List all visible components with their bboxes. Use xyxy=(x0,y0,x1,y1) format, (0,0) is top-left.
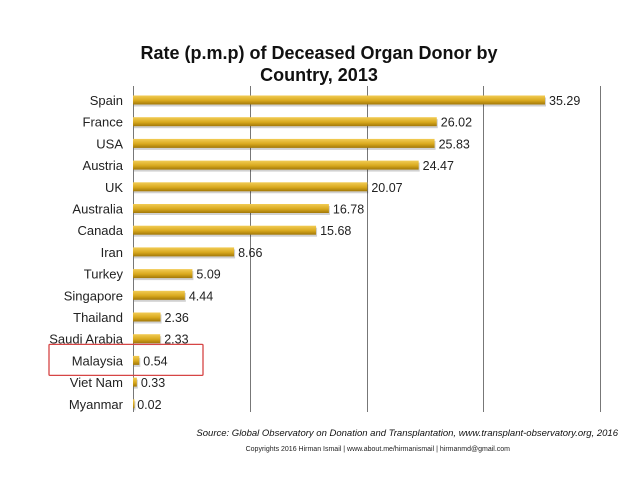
category-label: Australia xyxy=(72,202,123,217)
value-label: 26.02 xyxy=(441,116,472,130)
category-label: Thailand xyxy=(73,310,123,325)
category-label: Iran xyxy=(101,245,123,260)
source-note: Source: Global Observatory on Donation a… xyxy=(196,428,618,439)
bar xyxy=(133,160,419,170)
bar xyxy=(133,377,137,387)
value-label: 0.33 xyxy=(141,376,165,390)
chart-title-line-1: Rate (p.m.p) of Deceased Organ Donor by xyxy=(140,43,498,63)
category-label: Viet Nam xyxy=(70,375,123,390)
value-label: 15.68 xyxy=(320,224,351,238)
labels: Spain 35.29 France 26.02 USA 25.83 Austria 24.4… xyxy=(48,93,580,412)
bar xyxy=(133,312,161,322)
value-label: 0.54 xyxy=(143,354,167,368)
bar xyxy=(133,182,368,192)
bar xyxy=(133,269,193,279)
highlight-box xyxy=(48,343,204,377)
category-label: Spain xyxy=(90,93,123,108)
chart-title-line-2: Country, 2013 xyxy=(260,65,378,85)
value-label: 4.44 xyxy=(189,289,213,303)
bar xyxy=(133,204,329,213)
category-label: France xyxy=(83,115,123,130)
bar xyxy=(133,290,185,300)
value-label: 16.78 xyxy=(333,203,364,217)
category-label: Malaysia xyxy=(72,353,124,368)
bar xyxy=(133,334,161,344)
value-label: 2.36 xyxy=(165,311,189,325)
copyright-note: Copyrights 2016 Hirman Ismail | www.abou… xyxy=(245,446,510,453)
bar xyxy=(133,117,437,127)
category-label: Myanmar xyxy=(69,397,124,412)
value-label: 20.07 xyxy=(371,181,402,195)
category-label: Austria xyxy=(83,158,124,173)
bar xyxy=(133,399,135,409)
value-label: 25.83 xyxy=(439,137,470,151)
value-label: 24.47 xyxy=(423,159,454,173)
value-label: 8.66 xyxy=(238,246,262,260)
bar xyxy=(133,247,235,257)
bar xyxy=(133,95,546,105)
category-label: Canada xyxy=(77,223,123,238)
category-label: USA xyxy=(96,136,123,151)
chart-title: Rate (p.m.p) of Deceased Organ Donor by … xyxy=(0,42,638,86)
value-label: 5.09 xyxy=(196,268,220,282)
bars xyxy=(133,95,547,411)
value-label: 35.29 xyxy=(549,94,580,108)
category-label: UK xyxy=(105,180,123,195)
value-label: 2.33 xyxy=(164,333,188,347)
value-label: 0.02 xyxy=(137,398,161,412)
bar xyxy=(133,355,140,365)
bar-shadow xyxy=(134,401,136,411)
category-label: Turkey xyxy=(84,267,124,282)
category-label: Singapore xyxy=(64,288,123,303)
bar xyxy=(133,225,317,235)
bar xyxy=(133,138,435,148)
category-label: Saudi Arabia xyxy=(49,332,123,347)
